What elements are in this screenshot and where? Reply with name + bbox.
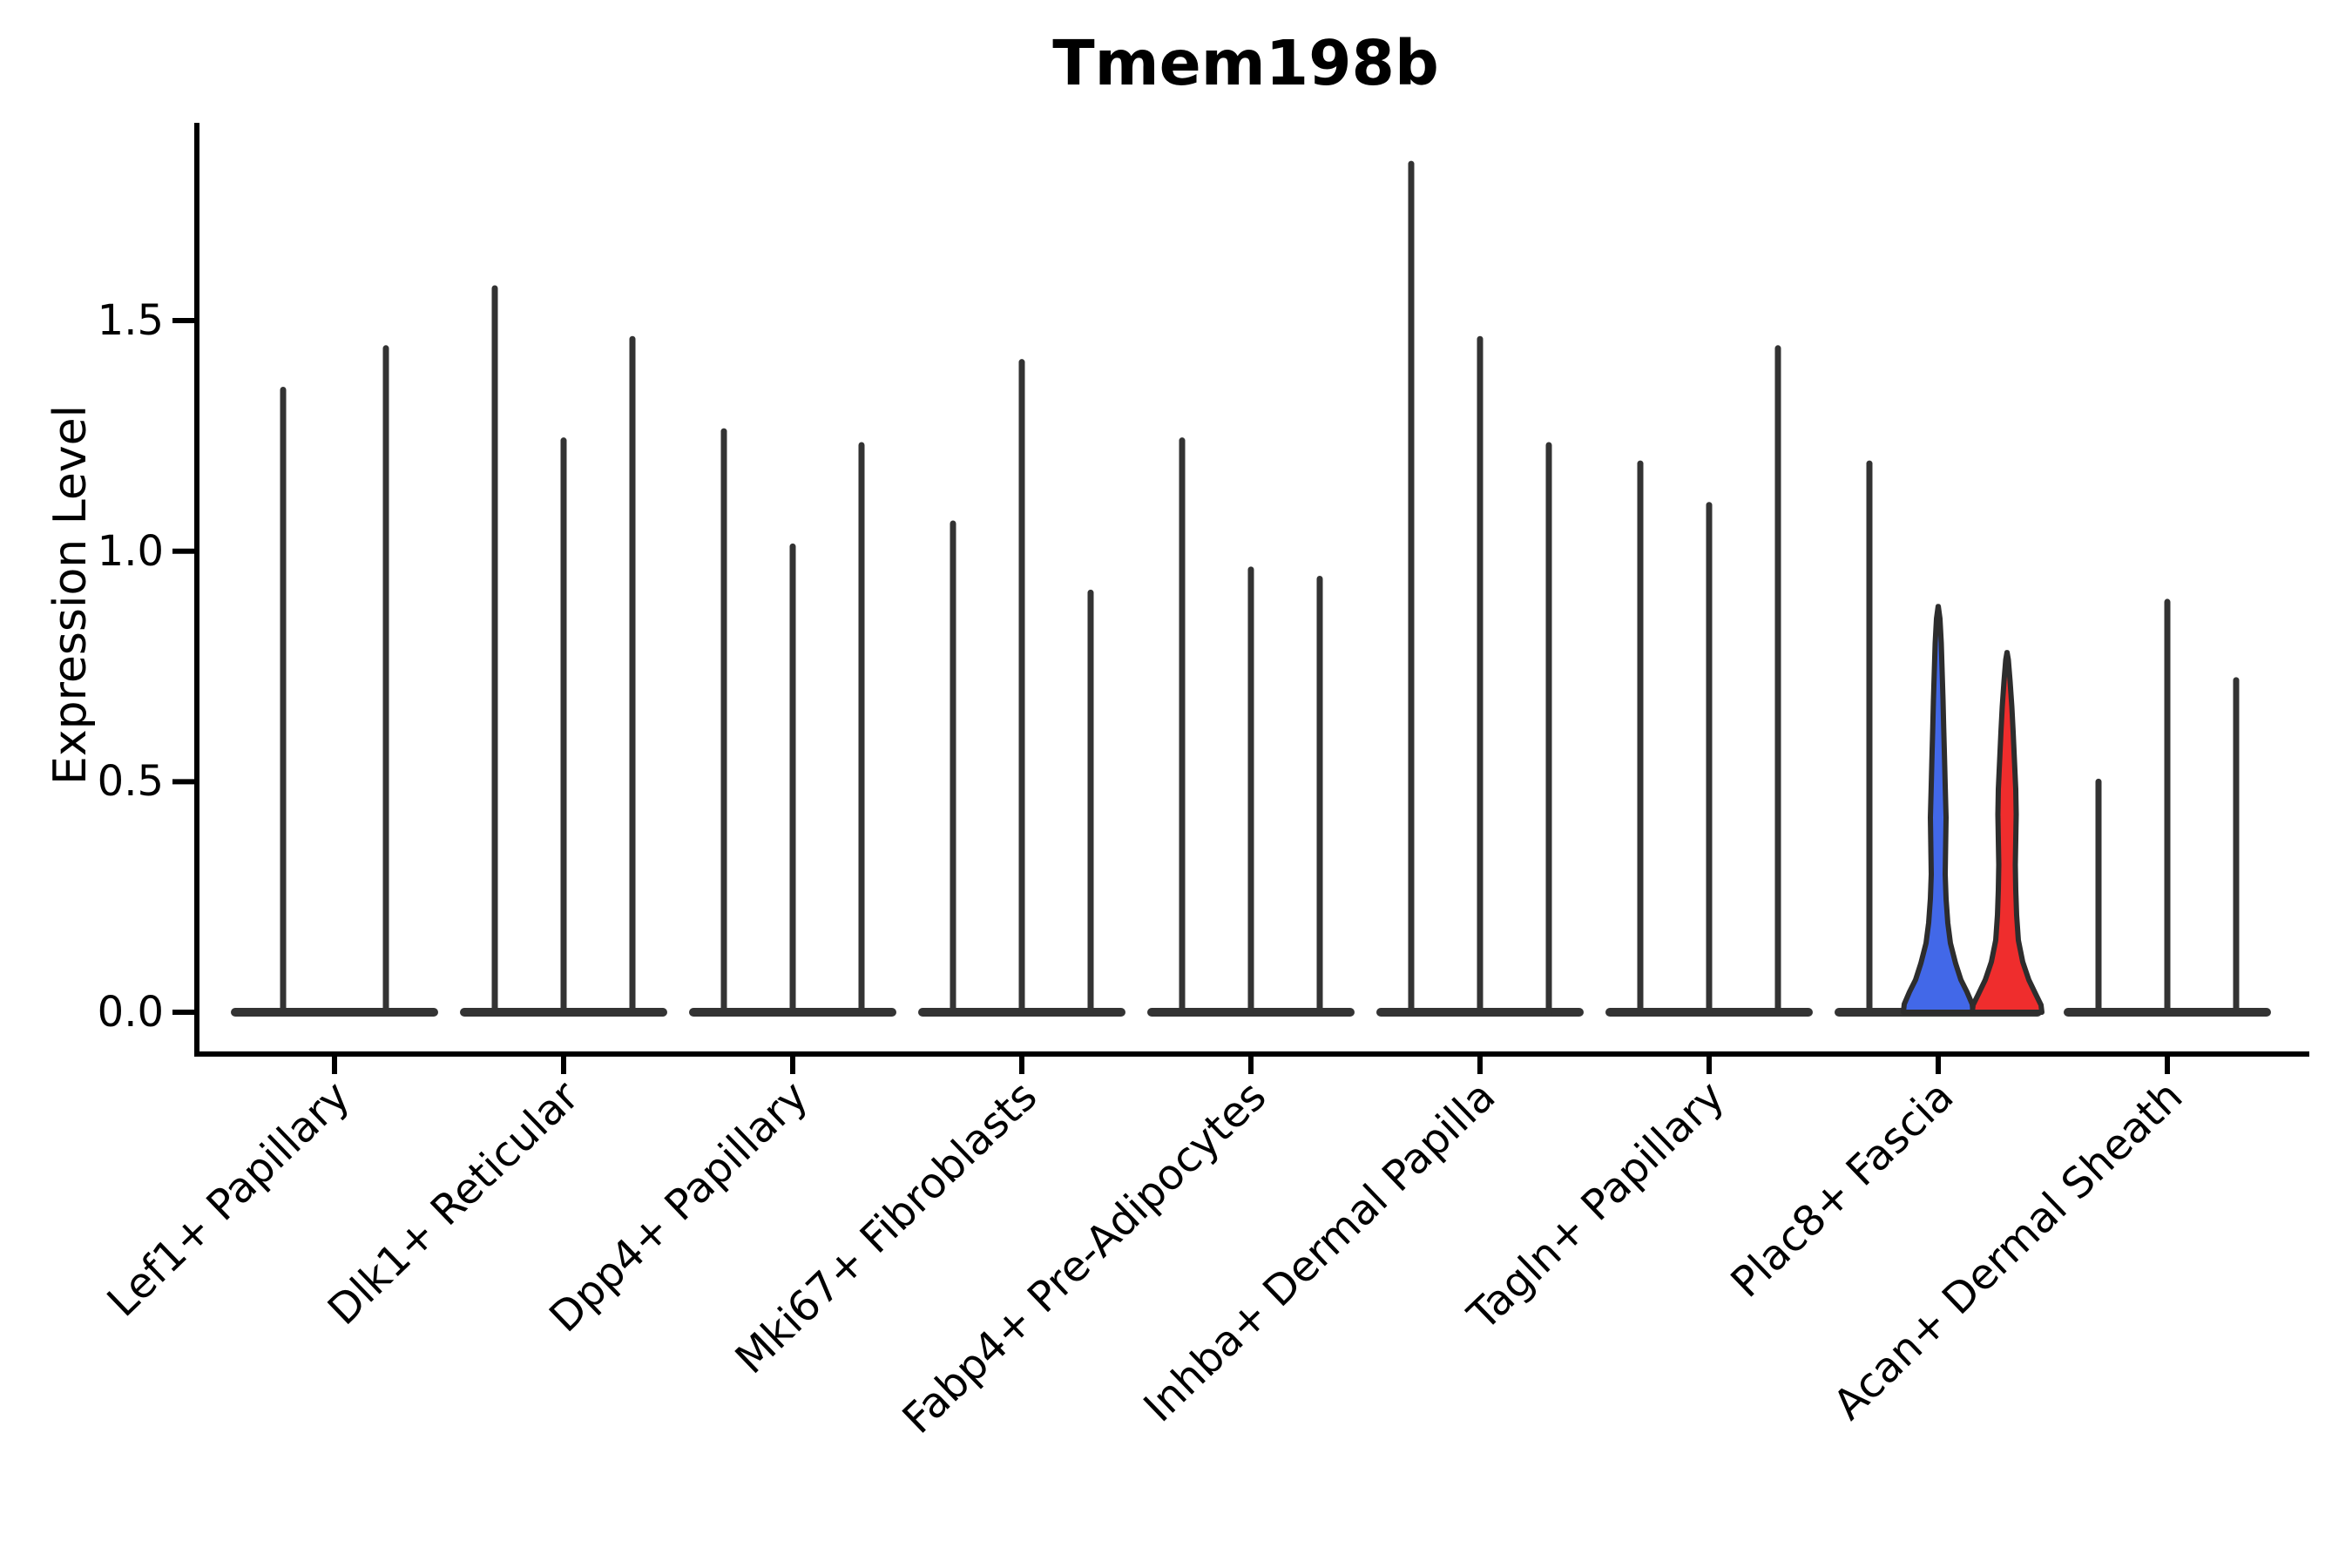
x-tick-label-dlk1-reticular: Dlk1+ Reticular xyxy=(319,1071,589,1335)
x-tick-label-plac8-fascia: Plac8+ Fascia xyxy=(1721,1071,1963,1307)
x-tick-label-fabp4-pre-adipocytes: Fabp4+ Pre-Adipocytes xyxy=(894,1071,1276,1443)
y-tick-label-0.5: 0.5 xyxy=(98,757,164,806)
zero-expression-violin-base xyxy=(231,1008,438,1017)
plot-geometry xyxy=(172,123,2309,1074)
y-axis-label: Expression Level xyxy=(44,405,97,785)
red-violin xyxy=(1970,650,2044,1015)
y-tick-label-1.5: 1.5 xyxy=(98,296,164,345)
y-tick-label-1.0: 1.0 xyxy=(98,527,164,576)
blue-violin xyxy=(1901,604,1976,1015)
plot-title: Tmem198b xyxy=(1052,27,1439,99)
y-tick-label-0.0: 0.0 xyxy=(98,988,164,1037)
x-tick-label-lef1-papillary: Lef1+ Papillary xyxy=(98,1071,360,1326)
x-tick-label-tagln-papillary: Tagln+ Papillary xyxy=(1458,1071,1734,1340)
